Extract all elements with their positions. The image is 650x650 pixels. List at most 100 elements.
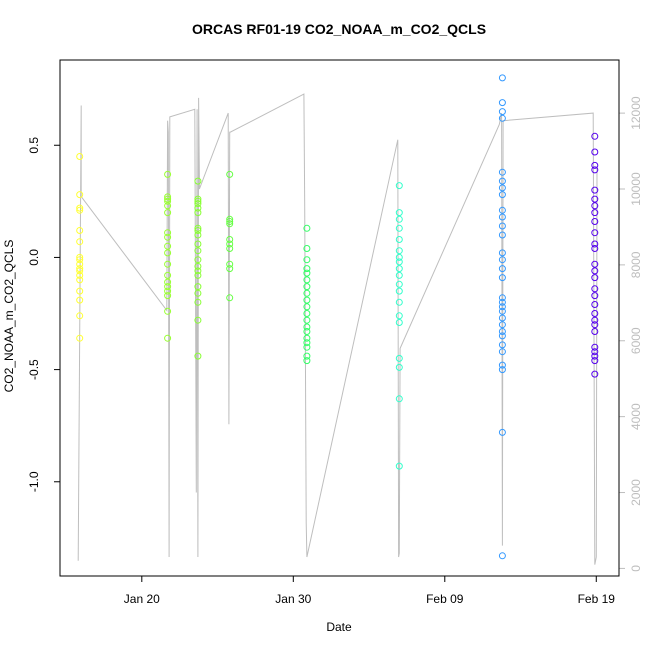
data-point [226, 170, 234, 178]
data-point [194, 240, 202, 248]
data-point [498, 177, 506, 185]
data-point [303, 310, 311, 317]
data-point [498, 314, 506, 322]
data-point [498, 184, 506, 192]
data-point [303, 316, 311, 324]
data-point [194, 224, 202, 232]
data-point [591, 370, 599, 378]
data-point [591, 267, 599, 275]
data-point [591, 260, 599, 268]
data-point [498, 274, 506, 282]
data-point [591, 202, 599, 210]
data-point [226, 240, 234, 248]
flight-series-1 [76, 153, 84, 342]
data-point [303, 283, 311, 291]
data-point [164, 292, 172, 300]
data-point [395, 209, 403, 217]
points-layer [76, 74, 599, 560]
data-point [395, 271, 403, 279]
data-point [498, 294, 506, 302]
data-point [591, 148, 599, 156]
data-point [194, 227, 202, 234]
data-point [194, 298, 202, 306]
data-point [194, 262, 202, 270]
chart-title: ORCAS RF01-19 CO2_NOAA_m_CO2_QCLS [192, 21, 486, 37]
plot-frame [59, 59, 620, 577]
data-point [498, 231, 506, 239]
data-point [226, 218, 234, 225]
data-point [498, 222, 506, 230]
data-point [76, 253, 84, 261]
axes-layer: -1.0 -0.5 0.0 0.5 Jan 20 Jan 30 Feb 09 Feb 19 0 2… [27, 96, 643, 606]
data-point [498, 341, 506, 349]
data-point [303, 224, 311, 232]
data-point [395, 312, 403, 320]
data-point [164, 260, 172, 268]
data-point [591, 348, 599, 356]
data-point [591, 310, 599, 317]
data-point [76, 206, 84, 214]
data-point [395, 280, 403, 288]
data-point [226, 220, 234, 228]
data-point [76, 238, 84, 246]
data-point [498, 361, 506, 369]
data-point [498, 191, 506, 199]
data-point [164, 249, 172, 257]
data-point [591, 352, 599, 360]
data-point [76, 153, 84, 160]
data-point [164, 307, 172, 315]
data-point [194, 267, 202, 275]
data-point [395, 182, 403, 190]
data-point [395, 224, 403, 232]
data-point [164, 233, 172, 241]
data-point [303, 289, 311, 297]
data-point [498, 552, 506, 560]
data-point [591, 328, 599, 335]
data-point [194, 352, 202, 360]
data-point [591, 132, 599, 140]
data-point [591, 285, 599, 293]
data-point [76, 256, 84, 264]
data-point [194, 283, 202, 291]
y2-tick-label: 4000 [629, 403, 643, 430]
data-point [164, 334, 172, 342]
data-point [591, 229, 599, 237]
data-point [591, 245, 599, 252]
y2-tick-label: 0 [629, 565, 643, 572]
data-point [303, 357, 311, 365]
data-point [164, 202, 172, 210]
data-point [498, 168, 506, 176]
data-point [164, 209, 172, 217]
data-point [164, 229, 172, 237]
data-point [194, 197, 202, 205]
data-point [591, 186, 599, 194]
data-point [194, 231, 202, 239]
data-point [591, 316, 599, 324]
data-point [303, 303, 311, 311]
x-tick-label: Jan 30 [275, 592, 311, 606]
data-point [303, 334, 311, 342]
data-point [395, 298, 403, 306]
data-point [395, 395, 403, 403]
data-point [226, 294, 234, 302]
data-point [164, 271, 172, 279]
data-point [498, 99, 506, 107]
data-point [194, 200, 202, 208]
data-point [591, 357, 599, 365]
x-tick-label: Feb 19 [578, 592, 616, 606]
data-point [591, 321, 599, 329]
data-point [591, 274, 599, 282]
data-point [498, 256, 506, 264]
data-point [226, 260, 234, 268]
data-point [164, 283, 172, 291]
data-point [194, 271, 202, 279]
data-point [395, 287, 403, 295]
data-point [395, 253, 403, 261]
data-point [303, 328, 311, 335]
flight-series-7 [498, 74, 506, 560]
data-point [164, 195, 172, 203]
data-point [194, 209, 202, 217]
data-point [194, 177, 202, 185]
x-tick-label: Jan 20 [124, 592, 160, 606]
data-point [591, 218, 599, 225]
